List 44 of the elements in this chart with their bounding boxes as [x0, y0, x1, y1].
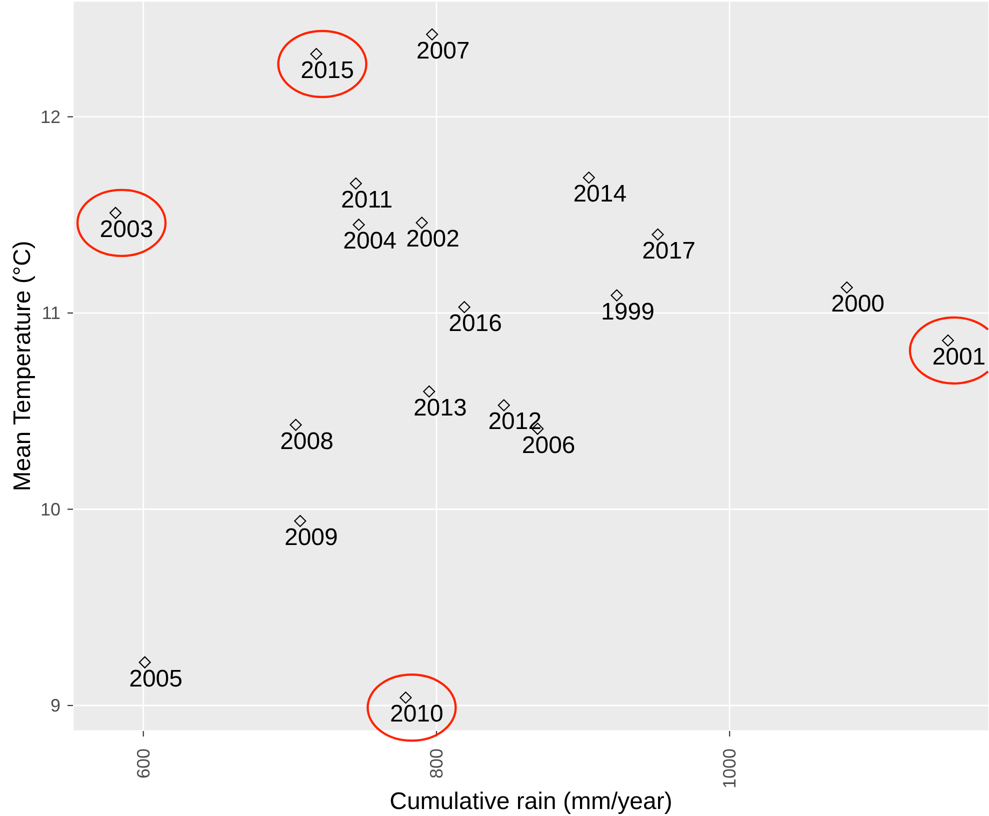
point	[138, 656, 151, 668]
annotation: 2003	[100, 216, 154, 243]
point	[352, 218, 365, 231]
annotation: 2000	[831, 290, 885, 318]
annotation: 2013	[413, 394, 467, 422]
annotation: 2010	[390, 700, 444, 728]
x-tick-label: 1000	[720, 748, 740, 789]
annotation: 1999	[601, 298, 654, 326]
point	[942, 334, 954, 347]
y-tick-label: 10	[40, 499, 60, 520]
annotation: 2017	[642, 238, 696, 265]
point	[610, 289, 623, 302]
annotation: 2008	[280, 428, 334, 455]
point	[109, 206, 122, 219]
annotation: 2002	[406, 226, 460, 253]
point	[582, 172, 595, 184]
annotation: 2014	[573, 180, 627, 208]
annotation: 2005	[129, 665, 183, 692]
point	[294, 514, 306, 528]
point	[350, 177, 362, 190]
point	[498, 399, 510, 412]
point	[840, 281, 853, 294]
point	[426, 28, 438, 40]
y-tick-label: 12	[40, 106, 60, 127]
point	[290, 418, 302, 431]
point	[423, 385, 436, 398]
annotation: 2004	[343, 228, 396, 255]
annotation: 2015	[300, 56, 354, 84]
point	[310, 48, 322, 60]
point	[652, 228, 664, 241]
annotation: 2011	[341, 186, 393, 214]
annotation: 2009	[284, 524, 338, 552]
y-axis-title: Mean Temperature (°C)	[8, 240, 36, 492]
x-tick-label: 800	[426, 748, 446, 779]
annotation: 2001	[932, 343, 986, 370]
x-axis-title: Cumulative rain (mm/year)	[390, 788, 672, 815]
point	[400, 692, 412, 704]
point	[458, 301, 470, 314]
y-tick-label: 11	[42, 303, 60, 324]
x-tick-label: 600	[133, 748, 154, 779]
y-tick-label: 9	[50, 695, 60, 716]
annotation: 2016	[448, 310, 502, 338]
annotation: 2007	[416, 37, 470, 64]
point	[416, 216, 428, 229]
